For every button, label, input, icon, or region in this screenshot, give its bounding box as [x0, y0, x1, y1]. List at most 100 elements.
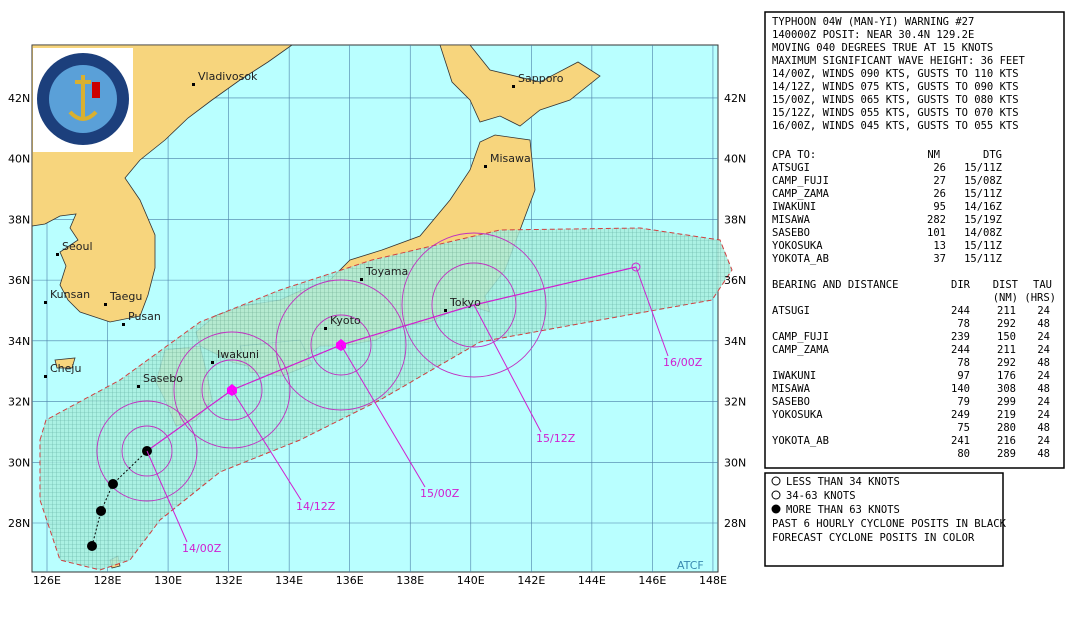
- city-marker: [324, 327, 327, 330]
- panel-text: 15/11Z: [964, 162, 1002, 174]
- panel-text: 34-63 KNOTS: [786, 490, 856, 502]
- lat-label: 40N: [724, 153, 746, 166]
- map-labels: 42N 42N 40N 40N 38N 38N 36N 36N 34N 34N 32N 32N 30N 3…: [8, 70, 746, 587]
- panel-text: 14/08Z: [964, 227, 1002, 239]
- lat-label: 38N: [724, 213, 746, 226]
- city-marker: [192, 83, 195, 86]
- panel-text: (NM): [993, 292, 1018, 304]
- panel-text: 24: [1037, 344, 1050, 356]
- panel-text: 24: [1037, 409, 1050, 421]
- lat-label: 30N: [724, 456, 746, 469]
- panel-text: LESS THAN 34 KNOTS: [786, 476, 900, 488]
- panel-text: 24: [1037, 396, 1050, 408]
- lat-label: 42N: [724, 92, 746, 105]
- lat-label: 32N: [724, 396, 746, 409]
- lat-label: 30N: [8, 456, 30, 469]
- panel-text: YOKOTA_AB: [772, 253, 829, 265]
- panel-text: 48: [1037, 318, 1050, 330]
- lat-label: 28N: [8, 517, 30, 530]
- panel-text: 140000Z POSIT: NEAR 30.4N 129.2E: [772, 29, 974, 41]
- city-label: Seoul: [62, 240, 93, 253]
- panel-text: CAMP_FUJI: [772, 175, 829, 187]
- panel-text: 24: [1037, 305, 1050, 317]
- panel-text: 48: [1037, 448, 1050, 460]
- lon-label: 126E: [33, 574, 61, 587]
- panel-text: SASEBO: [772, 227, 810, 239]
- panel-text: 14/00Z, WINDS 090 KTS, GUSTS TO 110 KTS: [772, 68, 1019, 80]
- lat-label: 28N: [724, 517, 746, 530]
- panel-text: TAU: [1033, 279, 1052, 291]
- panel-text: MISAWA: [772, 383, 811, 395]
- panel-text: 15/19Z: [964, 214, 1002, 226]
- danger-area: [39, 227, 733, 571]
- panel-text: 78: [957, 318, 970, 330]
- panel-text: 16/00Z, WINDS 045 KTS, GUSTS TO 055 KTS: [772, 120, 1019, 132]
- panel-text: 101: [927, 227, 946, 239]
- city-marker: [44, 301, 47, 304]
- panel-text: MAXIMUM SIGNIFICANT WAVE HEIGHT: 36 FEET: [772, 55, 1026, 67]
- city-label: Tokyo: [449, 296, 481, 309]
- panel-text: 26: [933, 162, 946, 174]
- city-marker: [137, 385, 140, 388]
- past-track: [91, 450, 148, 547]
- info-panel: [764, 11, 1065, 469]
- panel-text: 219: [997, 409, 1016, 421]
- panel-text: 249: [951, 409, 970, 421]
- panel-text: DTG: [983, 149, 1002, 161]
- city-marker: [211, 361, 214, 364]
- wind-radius: [201, 359, 263, 421]
- panel-text: CAMP_ZAMA: [772, 188, 830, 200]
- panel-text: 308: [997, 383, 1016, 395]
- wind-radius: [121, 425, 173, 477]
- lat-label: 36N: [724, 274, 746, 287]
- panel-text: 239: [951, 331, 970, 343]
- panel-text: 211: [997, 305, 1016, 317]
- lon-label: 140E: [457, 574, 485, 587]
- panel-text: 48: [1037, 383, 1050, 395]
- panel-text: IWAKUNI: [772, 370, 816, 382]
- panel-text: 280: [997, 422, 1016, 434]
- panel-text: 48: [1037, 422, 1050, 434]
- panel-text: 78: [957, 357, 970, 369]
- wind-radius: [96, 400, 198, 502]
- panel-text: DIST: [993, 279, 1019, 291]
- panel-text: 80: [957, 448, 970, 460]
- panel-text: 244: [951, 305, 970, 317]
- panel-text: 27: [933, 175, 946, 187]
- forecast-label: 14/00Z: [182, 542, 222, 555]
- lon-label: 146E: [638, 574, 666, 587]
- city-label: Cheju: [50, 362, 81, 375]
- panel-text: 79: [957, 396, 970, 408]
- lon-label: 136E: [336, 574, 364, 587]
- panel-text: 97: [957, 370, 970, 382]
- panel-text: 292: [997, 318, 1016, 330]
- lon-label: 138E: [396, 574, 424, 587]
- legend-symbol: [771, 490, 781, 500]
- wind-radius: [310, 314, 372, 376]
- panel-text: DIR: [951, 279, 971, 291]
- panel-text: 37: [933, 253, 946, 265]
- city-marker: [360, 278, 363, 281]
- panel-text: SASEBO: [772, 396, 810, 408]
- lon-label: 132E: [215, 574, 243, 587]
- city-label: Vladivosok: [198, 70, 258, 83]
- panel-text: ATSUGI: [772, 162, 810, 174]
- panel-text: ATSUGI: [772, 305, 810, 317]
- panel-text: 244: [951, 344, 970, 356]
- panel-text: 48: [1037, 357, 1050, 369]
- lon-label: 144E: [578, 574, 606, 587]
- panel-text: 150: [997, 331, 1016, 343]
- panel-text: CPA TO:: [772, 149, 816, 161]
- panel-text: 14/16Z: [964, 201, 1002, 213]
- info-text: TYPHOON 04W (MAN-YI) WARNING #27140000Z …: [771, 16, 1056, 544]
- panel-text: TYPHOON 04W (MAN-YI) WARNING #27: [772, 16, 974, 28]
- panel-text: 24: [1037, 370, 1050, 382]
- city-marker: [484, 165, 487, 168]
- panel-text: 299: [997, 396, 1016, 408]
- panel-text: IWAKUNI: [772, 201, 816, 213]
- credit: ATCF: [677, 559, 704, 572]
- city-marker: [56, 253, 59, 256]
- panel-text: CAMP_FUJI: [772, 331, 829, 343]
- panel-text: 15/11Z: [964, 240, 1002, 252]
- legend-symbol: [771, 476, 781, 486]
